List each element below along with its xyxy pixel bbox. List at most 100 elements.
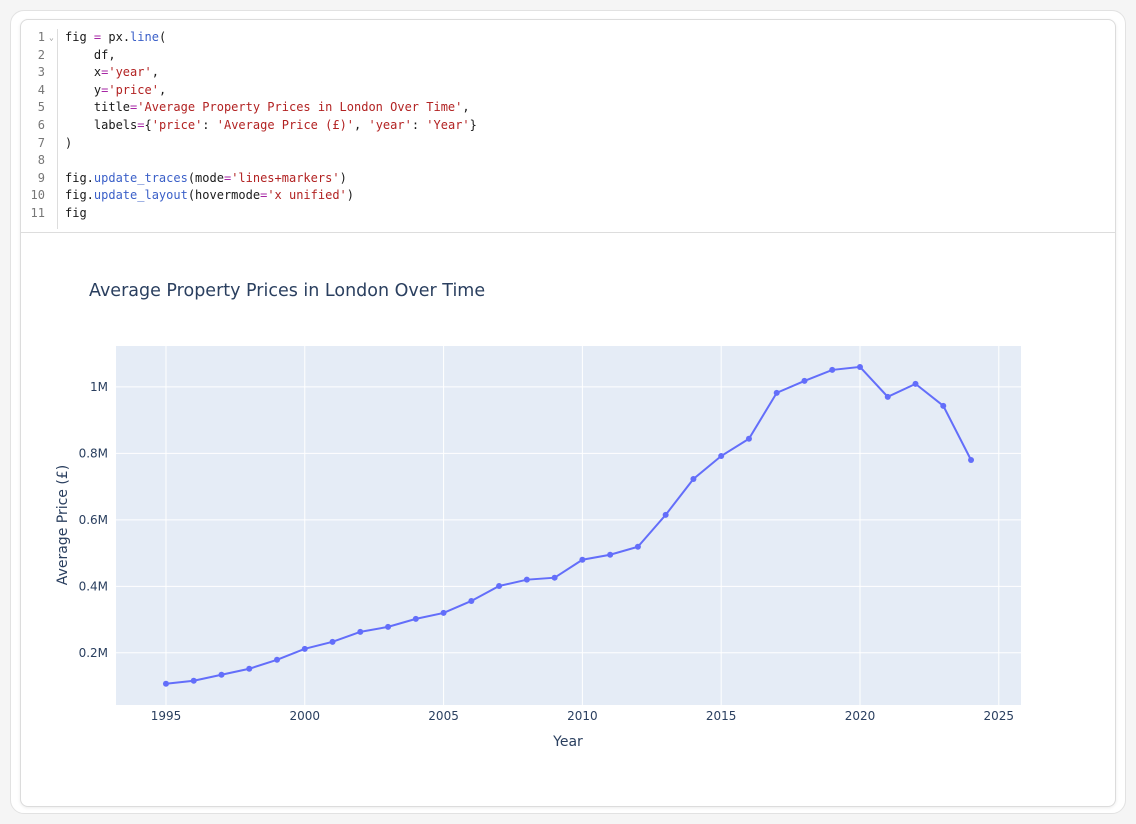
code-token: 'Average Property Prices in London Over … bbox=[137, 100, 463, 115]
data-point[interactable] bbox=[218, 671, 225, 678]
code-token: fig. bbox=[65, 170, 94, 185]
code-token: 'year' bbox=[108, 65, 152, 80]
y-tick-label: 0.8M bbox=[79, 446, 108, 460]
line-number: 1 ⌄ bbox=[21, 29, 57, 47]
data-point[interactable] bbox=[523, 576, 530, 583]
data-point[interactable] bbox=[718, 453, 725, 460]
line-number: 9 bbox=[21, 170, 57, 188]
code-lines[interactable]: fig = px.line( df, x='year', y='price', … bbox=[65, 29, 477, 223]
code-line: fig.update_layout(hovermode='x unified') bbox=[65, 187, 477, 205]
data-point[interactable] bbox=[274, 656, 281, 663]
code-token: : bbox=[411, 117, 427, 132]
data-point[interactable] bbox=[968, 457, 975, 464]
data-point[interactable] bbox=[690, 475, 697, 482]
code-line: labels={'price': 'Average Price (£)', 'y… bbox=[65, 117, 477, 135]
code-editor[interactable]: 1 ⌄ 2 3 4 5 6 7 8 9 10 11 fig = px.line( df, x='yea… bbox=[21, 20, 1115, 233]
code-token: 'year' bbox=[368, 117, 412, 132]
code-token: update_layout bbox=[93, 188, 188, 203]
line-number: 11 bbox=[21, 205, 57, 223]
code-token: 'Year' bbox=[426, 117, 470, 132]
code-line: df, bbox=[65, 47, 477, 65]
data-point[interactable] bbox=[162, 680, 169, 687]
line-number-text: 9 bbox=[37, 170, 45, 185]
code-line: title='Average Property Prices in London… bbox=[65, 99, 477, 117]
data-point[interactable] bbox=[801, 377, 808, 384]
x-tick-label: 2010 bbox=[567, 709, 598, 723]
code-line: fig.update_traces(mode='lines+markers') bbox=[65, 170, 477, 188]
line-number-text: 6 bbox=[37, 117, 45, 132]
data-point[interactable] bbox=[440, 609, 447, 616]
y-tick-label: 1M bbox=[90, 380, 108, 394]
data-point[interactable] bbox=[579, 556, 586, 563]
code-token: } bbox=[469, 117, 477, 132]
data-point[interactable] bbox=[662, 511, 669, 518]
x-tick-label: 2020 bbox=[845, 709, 876, 723]
notebook-cell: 1 ⌄ 2 3 4 5 6 7 8 9 10 11 fig = px.line( df, x='yea… bbox=[20, 19, 1116, 807]
line-number: 5 bbox=[21, 99, 57, 117]
plot-area[interactable] bbox=[116, 346, 1021, 705]
code-line: ) bbox=[65, 135, 477, 153]
code-token: y bbox=[65, 82, 102, 97]
code-line: fig bbox=[65, 205, 477, 223]
line-chart[interactable]: Average Property Prices in London Over T… bbox=[21, 233, 1115, 806]
chart-title: Average Property Prices in London Over T… bbox=[89, 281, 485, 301]
data-point[interactable] bbox=[634, 543, 641, 550]
data-point[interactable] bbox=[412, 615, 419, 622]
data-point[interactable] bbox=[551, 574, 558, 581]
code-token: = bbox=[93, 30, 102, 44]
line-number-text: 11 bbox=[30, 205, 45, 220]
line-number-text: 4 bbox=[37, 82, 45, 97]
fold-chevron-icon[interactable]: ⌄ bbox=[49, 33, 54, 42]
code-line: fig = px.line( bbox=[65, 29, 477, 47]
data-point[interactable] bbox=[468, 597, 475, 604]
data-point[interactable] bbox=[385, 623, 392, 630]
line-number-text: 3 bbox=[37, 65, 45, 80]
code-token: , bbox=[158, 82, 167, 97]
data-point[interactable] bbox=[496, 582, 503, 589]
data-point[interactable] bbox=[246, 665, 253, 672]
line-number: 4 bbox=[21, 82, 57, 100]
y-tick-label: 0.6M bbox=[79, 513, 108, 527]
x-tick-label: 2025 bbox=[984, 709, 1015, 723]
line-number: 2 bbox=[21, 47, 57, 65]
data-point[interactable] bbox=[329, 638, 336, 645]
data-point[interactable] bbox=[884, 393, 891, 400]
data-point[interactable] bbox=[773, 389, 780, 396]
y-tick-label: 0.4M bbox=[79, 579, 108, 593]
code-token: = bbox=[260, 188, 268, 203]
line-number: 10 bbox=[21, 187, 57, 205]
code-line: x='year', bbox=[65, 64, 477, 82]
code-line: y='price', bbox=[65, 82, 477, 100]
code-token: update_traces bbox=[93, 170, 188, 185]
data-point[interactable] bbox=[829, 366, 836, 373]
data-point[interactable] bbox=[190, 677, 197, 684]
line-number-text: 5 bbox=[37, 100, 45, 115]
code-token: 'Average Price (£)' bbox=[216, 117, 355, 132]
data-point[interactable] bbox=[607, 551, 614, 558]
data-point[interactable] bbox=[940, 402, 947, 409]
data-point[interactable] bbox=[301, 645, 308, 652]
line-number-text: 2 bbox=[37, 47, 45, 62]
x-tick-label: 2005 bbox=[428, 709, 459, 723]
code-token: ) bbox=[339, 170, 347, 185]
data-point[interactable] bbox=[912, 380, 919, 387]
code-token: = bbox=[101, 65, 109, 80]
data-point[interactable] bbox=[856, 363, 863, 370]
code-token: = bbox=[137, 117, 145, 132]
data-point[interactable] bbox=[357, 628, 364, 635]
x-tick-label: 1995 bbox=[151, 709, 182, 723]
code-token: 'price' bbox=[151, 117, 203, 132]
code-token: line bbox=[130, 30, 159, 44]
code-token: ( bbox=[158, 30, 167, 44]
code-token: title bbox=[65, 100, 131, 115]
code-token: = bbox=[101, 82, 109, 97]
y-tick-label: 0.2M bbox=[79, 646, 108, 660]
code-token: , bbox=[462, 100, 470, 115]
code-token: (hovermode bbox=[187, 188, 261, 203]
x-tick-label: 2000 bbox=[289, 709, 320, 723]
code-token: , bbox=[354, 117, 369, 132]
code-token: fig. bbox=[65, 188, 94, 203]
code-token: 'x unified' bbox=[267, 188, 347, 203]
line-number-text: 7 bbox=[37, 135, 45, 150]
data-point[interactable] bbox=[745, 435, 752, 442]
